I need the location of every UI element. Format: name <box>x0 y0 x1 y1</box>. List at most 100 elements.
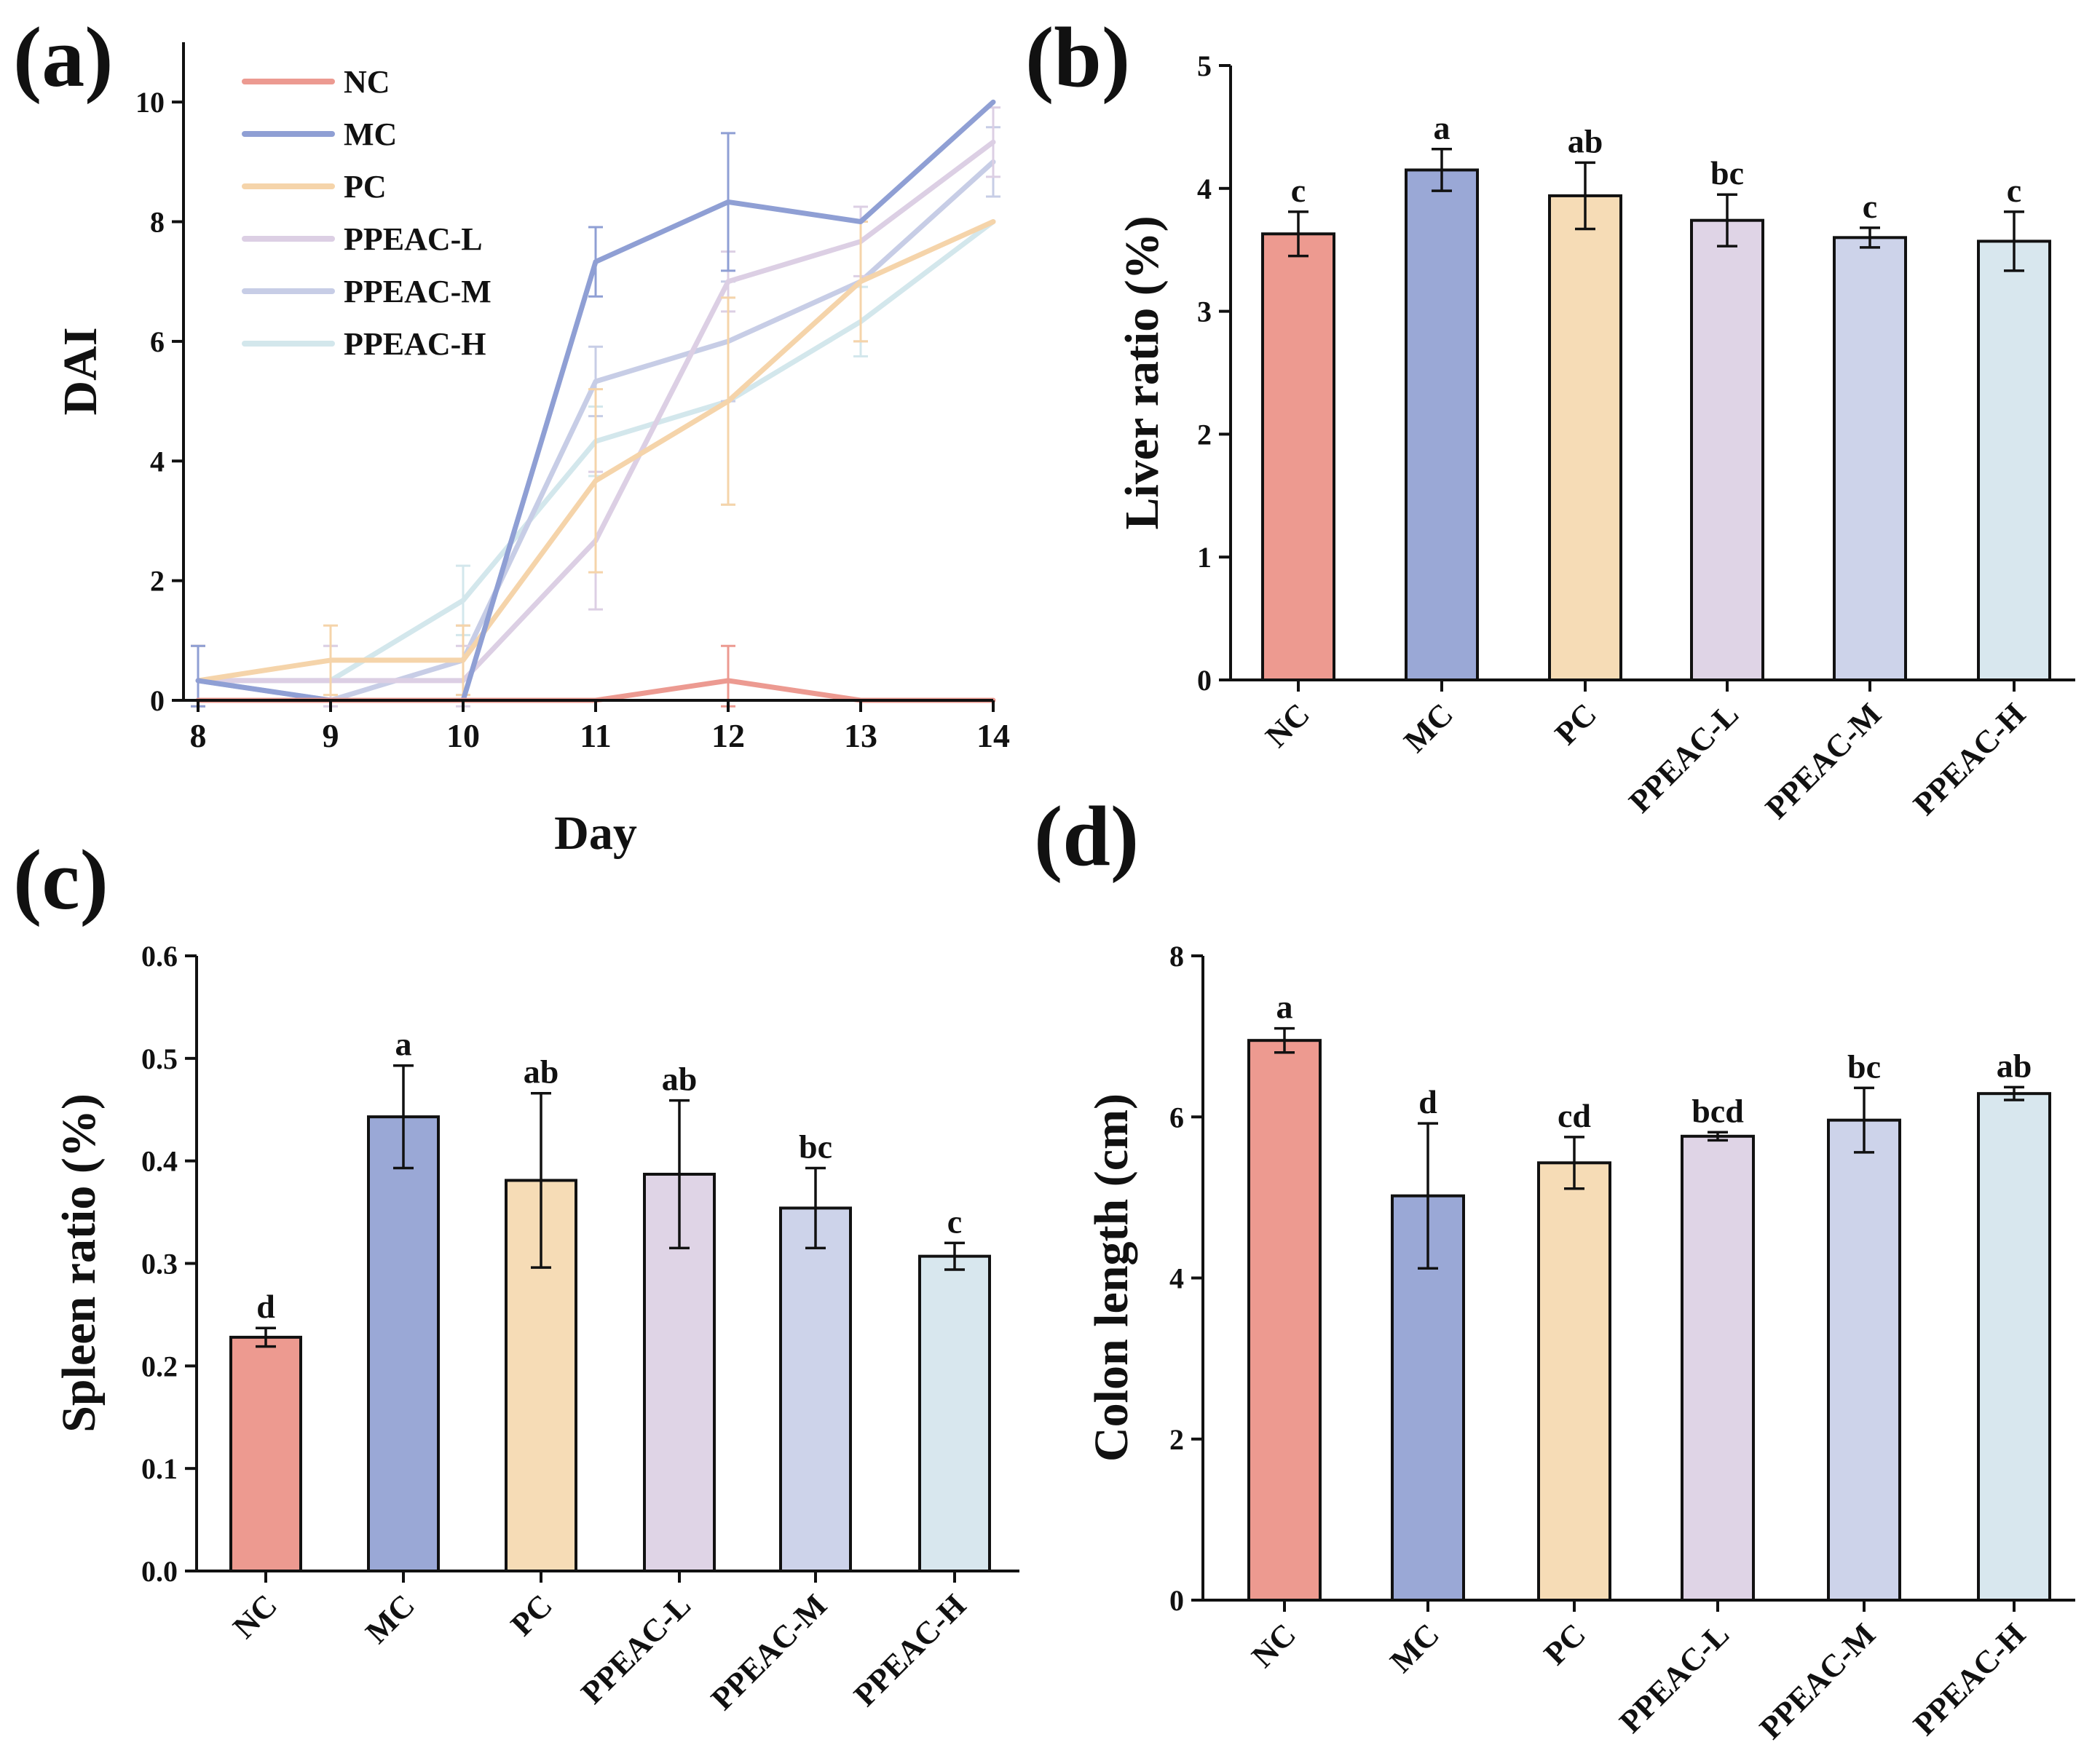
panel-a-x-tick-label: 12 <box>711 717 745 754</box>
panel-a-legend-label-ppeac-h: PPEAC-H <box>344 326 486 362</box>
panel-b-significance-label-mc: a <box>1434 109 1450 146</box>
panel-b-error-bar-pc <box>1575 161 1595 231</box>
panel-b-error-bar-ppeac-l <box>1717 193 1737 248</box>
panel-b-y-tick-label: 3 <box>1197 296 1212 328</box>
panel-a-legend-label-ppeac-m: PPEAC-M <box>344 274 492 309</box>
panel-c-significance-label-nc: d <box>256 1288 275 1325</box>
panel-d-significance-label-ppeac-m: bc <box>1847 1048 1881 1085</box>
panel-b-significance-label-nc: c <box>1291 172 1306 209</box>
panel-a-line-pc <box>195 219 996 684</box>
panel-d-bar-ppeac-m <box>1827 1118 1901 1602</box>
panel-a-legend-label-pc: PC <box>344 169 387 205</box>
panel-a-y-tick-label: 2 <box>150 565 165 598</box>
panel-b-bar-ppeac-l <box>1690 218 1764 681</box>
panel-c-y-tick-label: 0.5 <box>141 1042 178 1075</box>
panel-c-y-tick-label: 0.1 <box>141 1452 178 1485</box>
panel-b-label: (b) <box>1025 9 1130 105</box>
panel-d-y-tick-label: 6 <box>1169 1101 1184 1133</box>
panel-d-error-bar-ppeac-l <box>1708 1131 1728 1142</box>
panel-c-error-bar-ppeac-l <box>669 1099 690 1250</box>
panel-c-error-bar-ppeac-m <box>805 1166 826 1250</box>
panel-a-x-tick-label: 10 <box>446 717 480 754</box>
panel-a-y-tick-label: 8 <box>150 206 165 239</box>
panel-a-label: (a) <box>13 9 114 105</box>
panel-d-bar-nc <box>1247 1039 1322 1602</box>
panel-a-y-axis-title: DAI <box>54 327 107 415</box>
panel-a-y-tick-label: 10 <box>135 86 165 119</box>
panel-d-bar-ppeac-h <box>1977 1092 2051 1602</box>
panel-a-x-tick-label: 11 <box>580 717 611 754</box>
panel-c-bar-ppeac-h <box>918 1254 991 1573</box>
panel-d-label: (d) <box>1034 788 1139 884</box>
panel-d-significance-label-mc: d <box>1418 1083 1437 1120</box>
panel-c-y-tick-label: 0.6 <box>141 940 178 973</box>
panel-c-y-tick-label: 0.2 <box>141 1350 178 1382</box>
panel-b-y-axis-title: Liver ratio (%) <box>1116 215 1169 529</box>
panel-c-significance-label-ppeac-l: ab <box>662 1061 698 1098</box>
panel-d-significance-label-nc: a <box>1276 989 1293 1026</box>
panel-c-error-bar-ppeac-h <box>944 1241 965 1271</box>
panel-c-error-bar-pc <box>531 1091 551 1269</box>
panel-a-x-tick-label: 8 <box>190 717 207 754</box>
panel-d-y-tick-label: 2 <box>1169 1423 1184 1456</box>
panel-b-bar-ppeac-h <box>1977 240 2051 682</box>
panel-d-significance-label-ppeac-l: bcd <box>1692 1092 1744 1129</box>
panel-a-x-tick-label: 9 <box>323 717 339 754</box>
panel-a-x-tick-label: 13 <box>844 717 877 754</box>
panel-c-error-bar-mc <box>393 1064 414 1170</box>
panel-d-significance-label-pc: cd <box>1558 1097 1591 1134</box>
panel-b-error-bar-nc <box>1288 210 1308 258</box>
panel-a-x-tick-label: 14 <box>976 717 1010 754</box>
panel-c-significance-label-pc: ab <box>524 1053 559 1091</box>
panel-d-error-bar-ppeac-h <box>2004 1085 2024 1101</box>
panel-b-error-bar-mc <box>1432 148 1452 192</box>
panel-b-significance-label-ppeac-m: c <box>1863 188 1877 225</box>
panel-d-error-bar-mc <box>1418 1122 1438 1270</box>
panel-b-error-bar-ppeac-m <box>1860 226 1880 249</box>
panel-b-y-tick-label: 4 <box>1197 173 1212 205</box>
panel-a-legend: NC MC PC PPEAC-L PPEAC-M PPEAC-H <box>242 64 492 362</box>
panel-b-significance-label-pc: ab <box>1568 122 1603 159</box>
panel-b-y-tick-label: 1 <box>1197 541 1212 574</box>
panel-c-bar-ppeac-m <box>779 1206 852 1572</box>
panel-d-bar-pc <box>1537 1161 1611 1602</box>
panel-c-significance-label-ppeac-h: c <box>947 1203 962 1240</box>
panel-b-bar-pc <box>1548 194 1622 682</box>
panel-b-y-tick-label: 2 <box>1197 418 1212 451</box>
panel-d-error-bar-pc <box>1564 1136 1584 1190</box>
panel-c-error-bar-nc <box>256 1326 276 1348</box>
panel-b-bar-mc <box>1405 168 1479 682</box>
panel-a-y-tick-label: 0 <box>150 684 165 717</box>
panel-c-significance-label-mc: a <box>395 1026 412 1063</box>
panel-a-legend-label-mc: MC <box>344 116 397 152</box>
panel-b-bar-ppeac-m <box>1833 236 1907 681</box>
panel-a-x-axis-title: Day <box>554 807 637 860</box>
panel-a-y-tick-label: 4 <box>150 445 165 478</box>
panel-c-label: (c) <box>13 832 108 927</box>
panel-c-bar-mc <box>367 1115 440 1572</box>
panel-b-y-tick-label: 0 <box>1197 664 1212 697</box>
panel-a-y-tick-label: 6 <box>150 325 165 358</box>
panel-b-error-bar-ppeac-h <box>2004 210 2024 272</box>
panel-c-significance-label-ppeac-m: bc <box>799 1128 832 1166</box>
panel-c-y-tick-label: 0.3 <box>141 1248 178 1281</box>
panel-d-y-tick-label: 4 <box>1169 1262 1184 1295</box>
panel-d-significance-label-ppeac-h: ab <box>1997 1047 2032 1084</box>
panel-d-y-tick-label: 0 <box>1169 1584 1184 1617</box>
panel-d-bar-ppeac-l <box>1681 1134 1755 1602</box>
panel-b-y-tick-label: 5 <box>1197 50 1212 82</box>
panel-a-dai-line-chart: (a) 0 2 4 6 8 10 8 9 10 11 12 13 14 DAI Day NC MC PC P… <box>13 9 1010 860</box>
panel-c-y-tick-label: 0.0 <box>141 1555 178 1588</box>
panel-d-y-tick-label: 8 <box>1169 940 1184 973</box>
panel-a-legend-label-ppeac-l: PPEAC-L <box>344 221 483 257</box>
panel-d-error-bar-ppeac-m <box>1854 1086 1874 1154</box>
panel-c-bar-nc <box>229 1335 302 1573</box>
panel-c-y-tick-label: 0.4 <box>141 1145 178 1178</box>
panel-b-significance-label-ppeac-l: bc <box>1710 154 1744 191</box>
panel-c-y-axis-title: Spleen ratio (%) <box>52 1093 106 1433</box>
panel-a-legend-label-nc: NC <box>344 64 390 100</box>
panel-b-significance-label-ppeac-h: c <box>2007 172 2021 209</box>
panel-d-error-bar-nc <box>1274 1026 1295 1054</box>
